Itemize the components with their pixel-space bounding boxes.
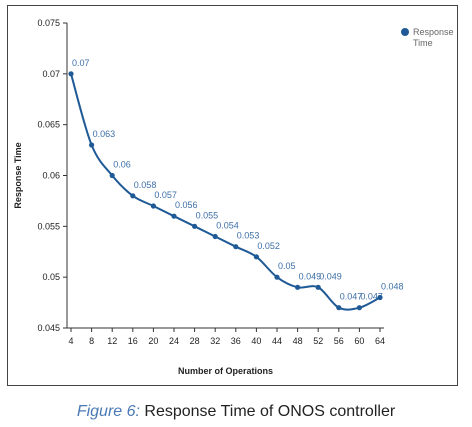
data-point [171,213,177,219]
data-point [150,203,156,209]
x-tick-label: 28 [190,336,200,346]
legend-marker [401,28,409,36]
x-tick-label: 48 [293,336,303,346]
legend-label-line2: Time [413,38,433,48]
x-tick-label: 36 [231,336,241,346]
y-tick-label: 0.06 [42,171,60,181]
y-tick-label: 0.05 [42,272,60,282]
y-tick-label: 0.07 [42,69,60,79]
x-axis-label: Number of Operations [178,366,273,376]
data-label: 0.047 [360,292,383,302]
x-tick-label: 56 [334,336,344,346]
data-label: 0.048 [381,282,404,292]
data-point [212,233,218,240]
data-label: 0.047 [340,292,363,302]
x-tick-label: 44 [272,336,282,346]
figure-caption: Figure 6: Response Time of ONOS controll… [0,403,472,421]
data-label: 0.058 [134,180,157,190]
x-tick-label: 52 [313,336,323,346]
y-tick-label: 0.065 [37,120,60,130]
y-tick-label: 0.045 [37,323,60,333]
data-label: 0.063 [93,129,116,139]
y-tick-label: 0.075 [37,18,60,28]
data-label: 0.056 [175,200,198,210]
series-line-response-time [70,73,381,311]
data-point [336,305,342,311]
data-point [109,172,115,179]
y-axis-label: Response Time [13,142,23,208]
data-label: 0.052 [257,241,280,251]
x-tick-label: 32 [210,336,220,346]
data-point [253,254,259,260]
x-tick-label: 60 [354,336,364,346]
data-label: 0.049 [319,271,342,281]
data-label: 0.054 [216,221,239,231]
caption-text: Response Time of ONOS controller [139,403,396,420]
x-tick-label: 4 [68,336,73,346]
data-label: 0.07 [72,58,90,68]
x-tick-label: 24 [169,336,179,346]
data-point [356,305,362,311]
data-label: 0.049 [299,271,322,281]
chart-frame: 0.045 0.05 0.055 0.06 0.065 0.07 0.075 4 8 12 16 20… [7,5,458,386]
data-point [315,284,321,290]
data-label: 0.06 [113,160,131,170]
data-point [377,294,383,301]
x-tick-label: 64 [375,336,385,346]
x-tick-label: 12 [107,336,117,346]
data-point [130,193,136,199]
data-label: 0.053 [237,231,260,241]
data-point [274,274,280,280]
data-point [68,71,74,77]
data-label: 0.057 [154,190,177,200]
data-point [192,223,198,229]
x-tick-label: 20 [148,336,158,346]
data-point [89,142,95,148]
x-tick-label: 8 [89,336,94,346]
data-point [233,244,239,250]
data-point [295,284,301,290]
y-tick-label: 0.055 [37,221,60,231]
legend-label-line1: Response [413,27,454,37]
data-label: 0.05 [278,261,296,271]
x-tick-label: 40 [251,336,261,346]
data-label: 0.055 [196,210,219,220]
x-tick-label: 16 [128,336,138,346]
figure-number: Figure 6: [76,403,140,420]
